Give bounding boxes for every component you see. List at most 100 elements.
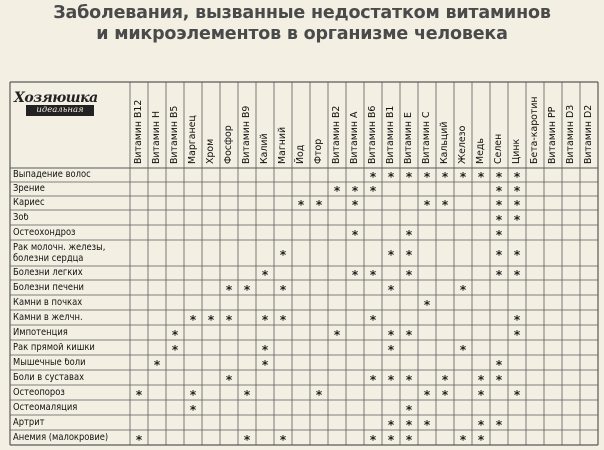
mark-star: * (153, 357, 161, 372)
mark-star: * (171, 342, 179, 357)
mark-star: * (423, 417, 431, 432)
mark-star: * (459, 282, 467, 297)
mark-star: * (387, 342, 395, 357)
mark-star: * (477, 372, 485, 387)
column-header: Цинк (511, 138, 522, 164)
mark-star: * (279, 282, 287, 297)
mark-star: * (315, 387, 323, 402)
mark-star: * (405, 402, 413, 417)
mark-star: * (189, 312, 197, 327)
mark-star: * (495, 184, 503, 198)
mark-star: * (369, 432, 377, 447)
mark-star: * (459, 170, 467, 184)
mark-star: * (135, 387, 143, 402)
row-label: Импотенция (13, 327, 68, 338)
mark-star: * (351, 198, 359, 212)
mark-star: * (459, 432, 467, 447)
mark-star: * (441, 387, 449, 402)
column-header: Витамин H (151, 110, 162, 164)
title-line-2: и микроэлементов в организме человека (96, 24, 508, 44)
title-line-1: Заболевания, вызванные недостатком витам… (53, 3, 551, 23)
mark-star: * (261, 342, 269, 357)
mark-star: * (495, 198, 503, 212)
row-label: Камни в почках (13, 297, 83, 308)
mark-star: * (279, 248, 287, 262)
row-label: Рак молочн. железы, болезни сердца (13, 242, 106, 264)
mark-star: * (405, 327, 413, 342)
mark-star: * (513, 184, 521, 198)
column-header: Йод (295, 144, 306, 164)
mark-star: * (441, 170, 449, 184)
mark-star: * (243, 387, 251, 402)
mark-star: * (477, 417, 485, 432)
mark-star: * (477, 387, 485, 402)
mark-star: * (495, 372, 503, 387)
column-header: Калий (259, 133, 270, 164)
column-header: Марганец (187, 115, 198, 164)
mark-star: * (495, 357, 503, 372)
column-header: Фосфор (223, 125, 234, 164)
mark-star: * (279, 432, 287, 447)
mark-star: * (387, 417, 395, 432)
mark-star: * (495, 248, 503, 262)
mark-star: * (225, 282, 233, 297)
mark-star: * (207, 312, 215, 327)
mark-star: * (333, 327, 341, 342)
row-label: Болезни печени (13, 282, 84, 293)
mark-star: * (441, 198, 449, 212)
row-label: Остеомаляция (13, 402, 78, 413)
mark-star: * (297, 198, 305, 212)
mark-star: * (225, 312, 233, 327)
row-label: Камни в желчн. (13, 312, 83, 323)
column-header: Витамин A (349, 111, 360, 164)
column-header: Витамин B1 (385, 105, 396, 164)
mark-star: * (369, 184, 377, 198)
column-header: Бета-каротин (529, 96, 540, 164)
mark-star: * (513, 387, 521, 402)
mark-star: * (387, 372, 395, 387)
logo-tagline: идеальная (26, 105, 94, 116)
column-header: Селен (493, 133, 504, 164)
row-label: Кариес (13, 198, 45, 208)
row-label: Боли в суставах (13, 372, 85, 383)
mark-star: * (189, 387, 197, 402)
mark-star: * (369, 372, 377, 387)
page-title: Заболевания, вызванные недостатком витам… (0, 3, 604, 45)
mark-star: * (459, 342, 467, 357)
row-label: Остеохондроз (13, 227, 76, 238)
column-header: Витамин B12 (133, 99, 144, 164)
mark-star: * (369, 170, 377, 184)
mark-star: * (261, 357, 269, 372)
column-header: Витамин D2 (583, 104, 594, 164)
column-header: Витамин D3 (565, 104, 576, 164)
mark-star: * (513, 312, 521, 327)
column-header: Кальций (439, 121, 450, 165)
row-label: Артрит (13, 417, 45, 428)
mark-star: * (135, 432, 143, 447)
mark-star: * (315, 198, 323, 212)
mark-star: * (513, 198, 521, 212)
logo-name: Хозяюшка (14, 90, 98, 106)
row-label: Рак прямой кишки (13, 342, 95, 353)
mark-star: * (423, 387, 431, 402)
mark-star: * (387, 248, 395, 262)
mark-star: * (387, 170, 395, 184)
mark-star: * (387, 432, 395, 447)
mark-star: * (333, 184, 341, 198)
mark-star: * (261, 312, 269, 327)
column-header: Магний (277, 126, 288, 164)
mark-star: * (387, 282, 395, 297)
mark-star: * (405, 372, 413, 387)
mark-star: * (495, 268, 503, 282)
column-header: Хром (205, 138, 216, 164)
mark-star: * (387, 327, 395, 342)
mark-star: * (369, 268, 377, 282)
mark-star: * (225, 372, 233, 387)
mark-star: * (279, 312, 287, 327)
mark-star: * (369, 312, 377, 327)
row-label: Болезни легких (13, 268, 83, 278)
mark-star: * (513, 268, 521, 282)
mark-star: * (423, 198, 431, 212)
mark-star: * (405, 432, 413, 447)
